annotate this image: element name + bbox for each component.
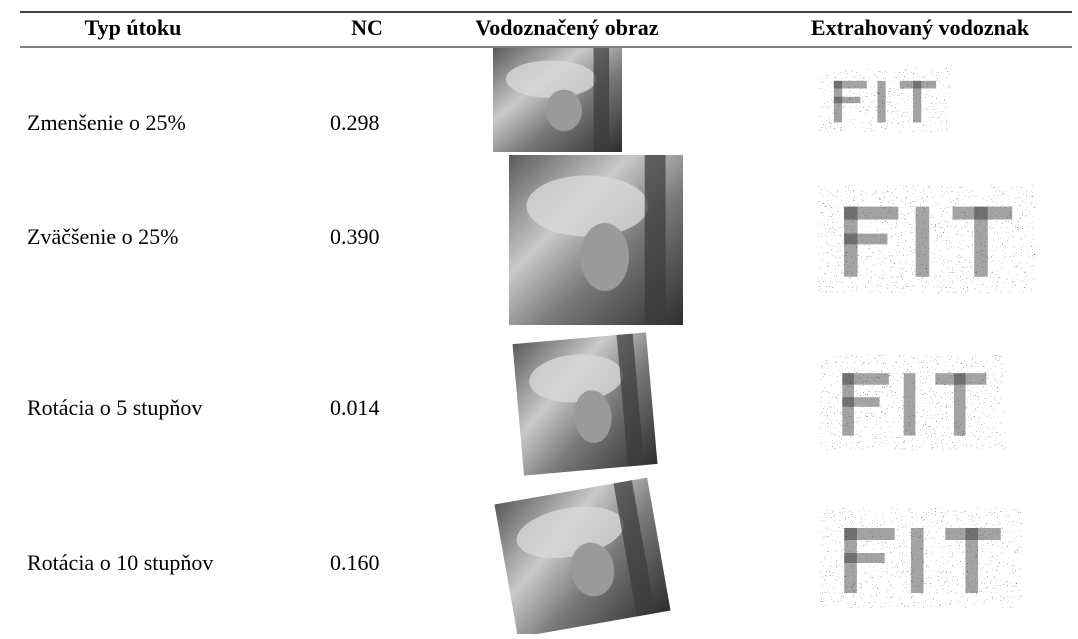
extracted-watermark [818, 185, 1035, 293]
attack-type: Rotácia o 5 stupňov [27, 395, 202, 420]
photo-detail [546, 90, 582, 132]
attack-type: Rotácia o 10 stupňov [27, 550, 213, 575]
nc-value: 0.298 [330, 110, 380, 135]
watermark-stroke [877, 81, 885, 123]
watermarked-image [513, 332, 658, 475]
header-cell: Typ útoku [85, 15, 182, 40]
watermark-stroke [844, 234, 887, 245]
watermark-stroke [974, 207, 988, 277]
extracted-watermark [820, 508, 1022, 608]
watermark-stroke [911, 528, 924, 593]
attack-type: Zväčšenie o 25% [27, 224, 179, 249]
header-cell: NC [351, 15, 383, 40]
nc-value: 0.390 [330, 224, 380, 249]
watermark-stroke [904, 373, 916, 435]
extracted-watermark [820, 354, 1006, 450]
extracted-watermark [818, 68, 950, 132]
photo-detail [594, 48, 609, 152]
page: Typ útoku NC Vodoznačený obraz Extrahovaný … [0, 0, 1078, 634]
watermark-stroke [844, 528, 895, 540]
watermark-stroke [834, 81, 867, 89]
watermark-stroke [842, 373, 889, 385]
watermarked-image [493, 48, 622, 152]
header-cell: Extrahovaný vodoznak [811, 15, 1030, 40]
watermark-stroke [842, 397, 879, 407]
watermarked-image [494, 478, 670, 634]
watermark-stroke [954, 373, 966, 435]
watermark-stroke [965, 528, 978, 593]
watermark-stroke [834, 97, 860, 103]
watermarked-image [509, 155, 683, 325]
watermark-stroke [844, 553, 884, 563]
watermark-stroke [913, 81, 921, 123]
table: Typ útoku NC Vodoznačený obraz Extrahovaný … [0, 0, 1078, 634]
nc-value: 0.014 [330, 395, 380, 420]
header-cell: Vodoznačený obraz [475, 15, 658, 40]
photo-detail [645, 155, 666, 325]
photo-detail [526, 175, 648, 236]
photo-detail [580, 223, 629, 291]
watermark-stroke [844, 207, 898, 220]
nc-value: 0.160 [330, 550, 380, 575]
attack-type: Zmenšenie o 25% [27, 110, 186, 135]
photo-detail [506, 60, 596, 97]
watermark-stroke [916, 207, 930, 277]
